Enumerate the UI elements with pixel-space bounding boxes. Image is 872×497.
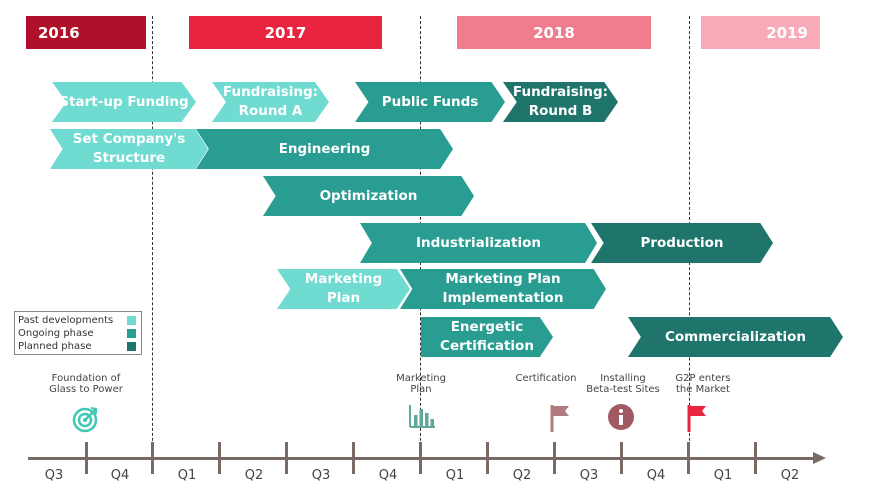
milestone-label: Certification	[515, 373, 577, 384]
axis-tick	[486, 442, 489, 474]
quarter-label: Q4	[110, 468, 130, 483]
quarter-label: Q1	[445, 468, 465, 483]
legend-label: Past developments	[18, 315, 114, 326]
milestone-label: Foundation of Glass to Power	[49, 373, 123, 395]
year-2017: 2017	[189, 16, 382, 49]
legend-swatch-ongoing	[127, 329, 136, 338]
quarter-label: Q4	[378, 468, 398, 483]
axis-tick	[620, 442, 623, 474]
quarter-label: Q2	[244, 468, 264, 483]
year-label: 2018	[533, 23, 575, 42]
quarter-label: Q4	[646, 468, 666, 483]
quarter-label: Q2	[512, 468, 532, 483]
milestone-label: Marketing Plan	[396, 373, 446, 395]
bar-fundraising-round-b: Fundraising: Round B	[503, 82, 618, 122]
bar-marketing-implementation: Marketing Plan Implementation	[400, 269, 606, 309]
bar-optimization: Optimization	[263, 176, 474, 216]
bar-marketing-plan: Marketing Plan	[277, 269, 410, 309]
bar-public-funds: Public Funds	[355, 82, 505, 122]
legend-label: Planned phase	[18, 341, 92, 352]
quarter-label: Q3	[579, 468, 599, 483]
target-icon	[72, 407, 98, 433]
axis-tick	[754, 442, 757, 474]
bar-industrialization: Industrialization	[360, 223, 597, 263]
axis-tick	[352, 442, 355, 474]
year-2019: 2019	[701, 16, 820, 49]
axis-tick	[419, 442, 422, 474]
bar-startup-funding: Start-up Funding	[52, 82, 196, 122]
axis-tick	[687, 442, 690, 474]
milestone-label: Installing Beta-test Sites	[586, 373, 660, 395]
year-label: 2016	[38, 23, 80, 42]
year-label: 2017	[264, 23, 307, 42]
axis-tick	[218, 442, 221, 474]
bar-company-structure: Set Company's Structure	[50, 129, 208, 169]
bar-production: Production	[591, 223, 773, 263]
info-icon	[608, 404, 634, 430]
quarter-label: Q3	[44, 468, 64, 483]
flag-icon	[687, 405, 706, 432]
bar-energetic-certification: Energetic Certification	[421, 317, 553, 357]
axis-tick	[151, 442, 154, 474]
bar-fundraising-round-a: Fundraising: Round A	[212, 82, 329, 122]
year-label: 2019	[766, 23, 808, 42]
bar-commercialization: Commercialization	[628, 317, 843, 357]
year-2016: 2016	[26, 16, 146, 49]
quarter-label: Q2	[780, 468, 800, 483]
bar-engineering: Engineering	[196, 129, 453, 169]
axis-tick	[85, 442, 88, 474]
axis-tick	[553, 442, 556, 474]
flag-icon	[550, 405, 569, 432]
year-2018: 2018	[457, 16, 651, 49]
legend-label: Ongoing phase	[18, 328, 94, 339]
legend-swatch-past	[127, 316, 136, 325]
milestone-label: G2P enters the Market	[675, 373, 731, 395]
legend-swatch-planned	[127, 342, 136, 351]
bar-chart-icon	[409, 405, 435, 428]
axis-tick	[285, 442, 288, 474]
quarter-label: Q1	[713, 468, 733, 483]
arrow-right-icon	[813, 452, 826, 464]
year-divider	[152, 16, 153, 461]
legend: Past developments Ongoing phase Planned …	[14, 311, 142, 355]
timeline-axis	[28, 457, 816, 460]
quarter-label: Q3	[311, 468, 331, 483]
quarter-label: Q1	[177, 468, 197, 483]
